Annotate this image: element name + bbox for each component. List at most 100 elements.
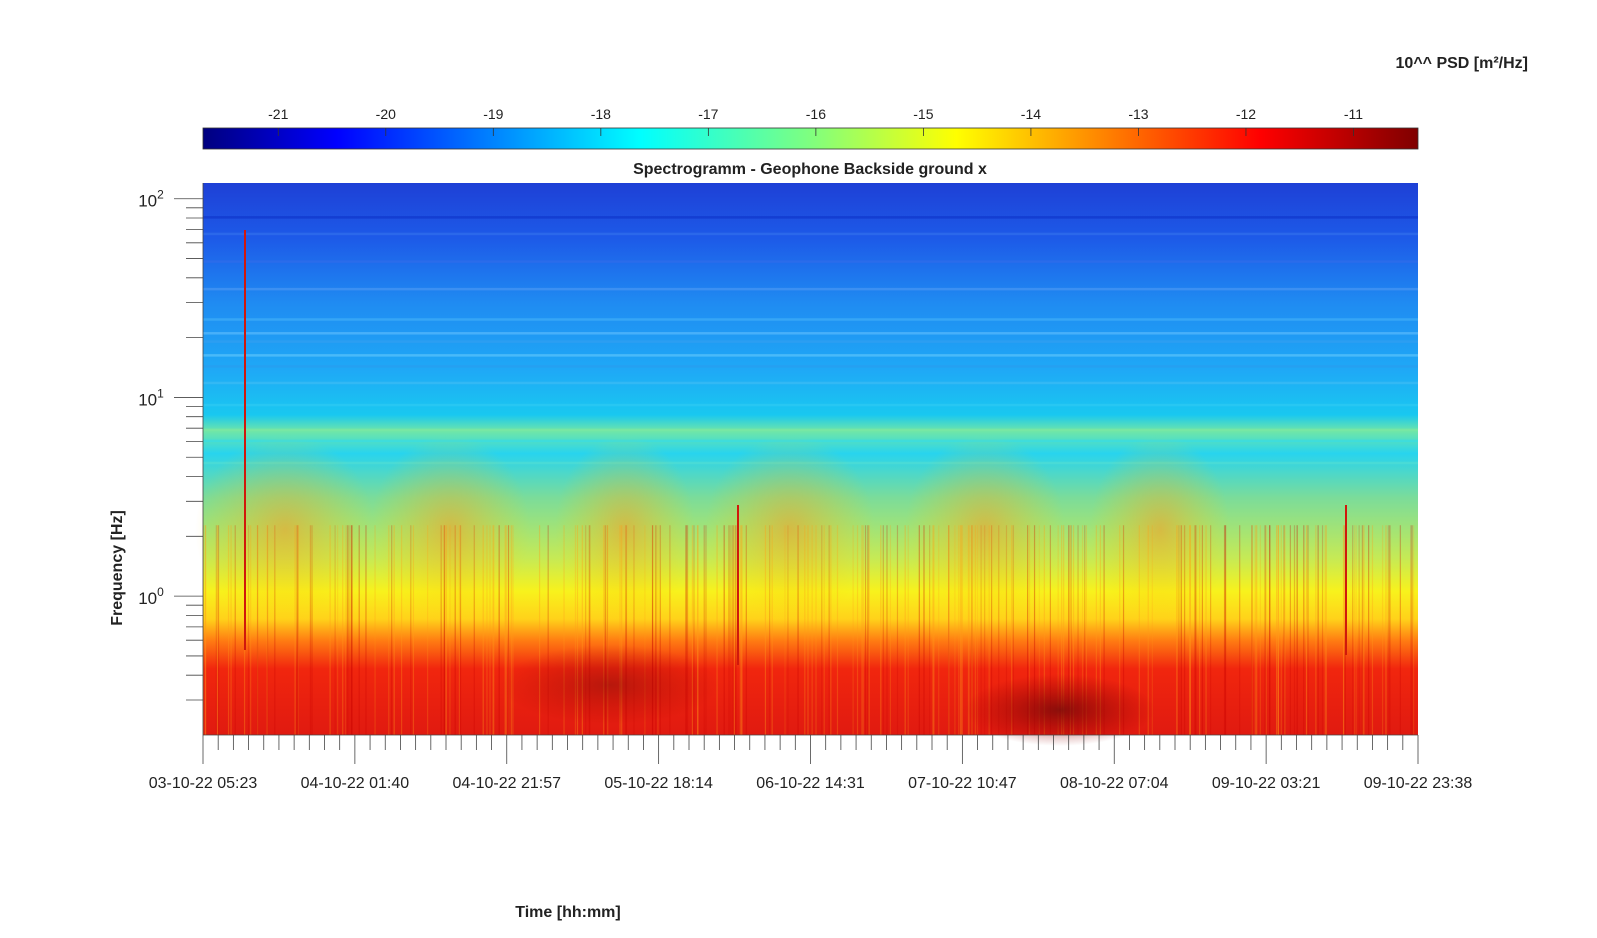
noise-streak (686, 525, 689, 735)
noise-streak (984, 525, 986, 735)
noise-streak (1033, 525, 1036, 735)
noise-streak (1254, 525, 1256, 735)
noise-streak (771, 525, 773, 735)
noise-streak (804, 525, 806, 735)
noise-streak (735, 525, 737, 735)
noise-streak (619, 525, 621, 735)
noise-streak (828, 525, 830, 735)
noise-streak (574, 525, 577, 735)
noise-streak (1189, 525, 1191, 735)
x-tick-label: 03-10-22 05:23 (149, 775, 258, 792)
noise-streak (443, 525, 446, 735)
noise-streak (204, 525, 207, 735)
noise-streak (247, 525, 250, 735)
noise-streak (266, 525, 268, 735)
noise-streak (769, 525, 771, 735)
noise-streak (961, 525, 963, 735)
noise-streak (1352, 525, 1354, 735)
colorbar-label: 10^^ PSD [m²/Hz] (1396, 55, 1528, 72)
noise-streak (348, 525, 350, 735)
noise-streak (1277, 525, 1279, 735)
noise-streak (1363, 525, 1365, 735)
frequency-band-line (203, 332, 1418, 335)
frequency-band-line (203, 403, 1418, 407)
noise-streak (1072, 525, 1075, 735)
noise-streak (923, 525, 925, 735)
noise-streak (492, 525, 494, 735)
x-axis: 03-10-22 05:23 04-10-22 01:40 04-10-22 21:… (149, 734, 1472, 792)
noise-streak (391, 525, 393, 735)
noise-streak (1077, 525, 1079, 735)
noise-streak (732, 525, 734, 735)
noise-streak (896, 525, 899, 735)
noise-streak (968, 525, 970, 735)
noise-streak (1084, 525, 1086, 735)
noise-streak (498, 525, 500, 735)
colorbar: -21 -20 -19 -18 -17 -16 -15 -14 -13 -12 -11 (202, 106, 1419, 150)
daytime-activity-bands (195, 435, 1230, 625)
noise-streak (1283, 525, 1285, 735)
noise-streak (764, 525, 767, 735)
noise-streak (1264, 525, 1266, 735)
noise-streak (1176, 525, 1178, 735)
y-tick-label: 102 (138, 188, 164, 211)
noise-streak (400, 525, 403, 735)
noise-streak (889, 525, 892, 735)
noise-streak (1361, 525, 1363, 735)
noise-streak (351, 525, 353, 735)
noise-streak (1306, 525, 1308, 735)
noise-streak (1410, 525, 1412, 735)
noise-streak (1063, 525, 1065, 735)
colorbar-tick-label: -16 (806, 106, 826, 122)
noise-streak (603, 525, 605, 735)
noise-streak (880, 525, 882, 735)
noise-streak (1099, 525, 1101, 735)
noise-streak (1317, 525, 1319, 735)
x-tick-label: 09-10-22 03:21 (1212, 775, 1321, 792)
noise-streak (234, 525, 236, 735)
noise-streak (334, 525, 336, 735)
noise-streak (1325, 525, 1327, 735)
noise-streak (342, 525, 344, 735)
noise-streak (215, 525, 217, 735)
noise-streak (311, 525, 313, 735)
noise-streak (458, 525, 461, 735)
noise-streak (473, 525, 475, 735)
noise-streak (697, 525, 699, 735)
noise-streak (1289, 525, 1291, 735)
noise-streak (351, 525, 353, 735)
noise-streak (797, 525, 799, 735)
noise-streak (1147, 525, 1149, 735)
noise-streak (1358, 525, 1360, 735)
noise-streak (659, 525, 661, 735)
noise-streak (1081, 525, 1084, 735)
noise-streak (625, 525, 628, 735)
noise-streak (217, 525, 219, 735)
noise-streak (948, 525, 950, 735)
noise-streak (1251, 525, 1253, 735)
noise-streak (365, 525, 367, 735)
colorbar-tick-label: -20 (376, 106, 396, 122)
noise-streak (1284, 525, 1286, 735)
noise-streak (266, 525, 269, 735)
noise-streak (1385, 525, 1387, 735)
colorbar-tick-label: -21 (268, 106, 288, 122)
noise-streak (588, 525, 590, 735)
noise-streak (1239, 525, 1241, 735)
y-tick-label: 100 (138, 585, 164, 608)
noise-streak (508, 525, 510, 735)
noise-streak (216, 525, 219, 735)
noise-streak (589, 525, 591, 735)
noise-streak (693, 525, 695, 735)
noise-streak (938, 525, 940, 735)
noise-streak (296, 525, 298, 735)
noise-streak (861, 525, 863, 735)
noise-streak (741, 525, 743, 735)
low-frequency-maximum (500, 645, 720, 725)
x-tick-label: 05-10-22 18:14 (604, 775, 713, 792)
noise-streak (374, 525, 376, 735)
noise-streak (1265, 525, 1267, 735)
noise-streak (297, 525, 299, 735)
colorbar-tick-label: -11 (1344, 106, 1363, 122)
colorbar-tick-label: -19 (483, 106, 503, 122)
